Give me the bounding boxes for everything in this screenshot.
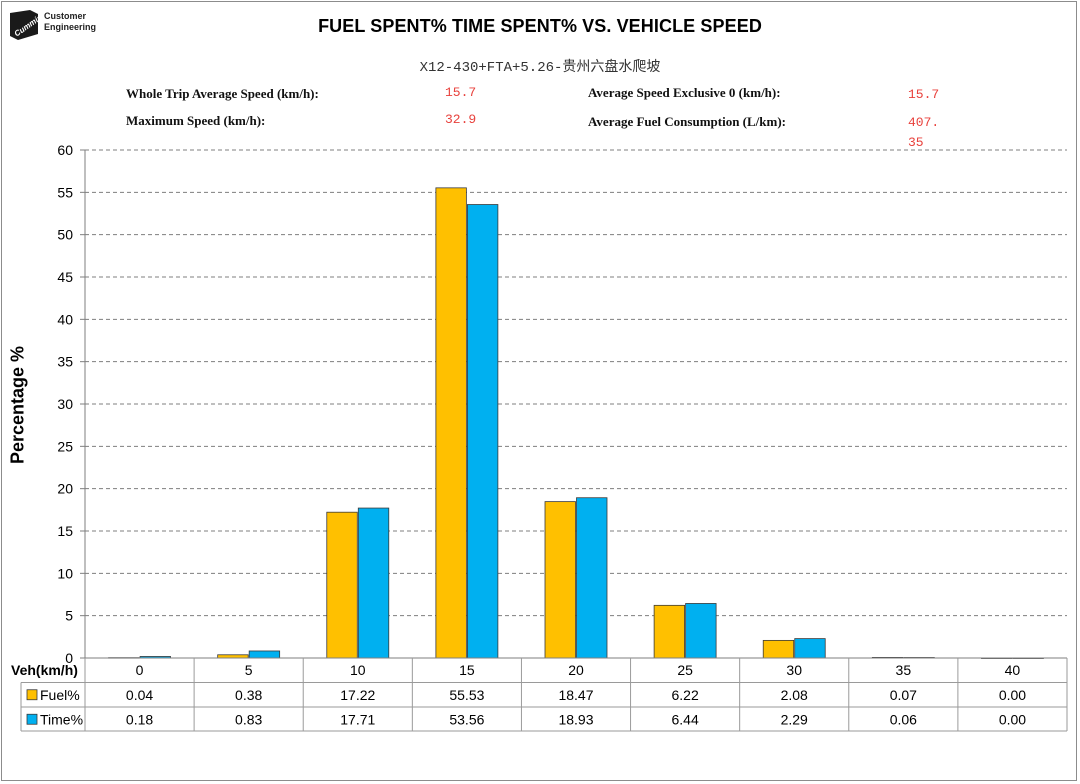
x-tick-label: 25	[677, 662, 693, 678]
chart-title: FUEL SPENT% TIME SPENT% VS. VEHICLE SPEE…	[318, 16, 762, 36]
data-label: 0.04	[126, 687, 153, 703]
time-bar	[685, 603, 717, 659]
data-label: 0.83	[235, 711, 262, 727]
y-tick-label: 20	[57, 481, 73, 497]
x-tick-label: 10	[350, 662, 366, 678]
data-label: 2.29	[781, 711, 808, 727]
fuel-bar	[762, 639, 795, 659]
y-tick-label: 0	[65, 650, 73, 666]
y-tick-label: 40	[57, 311, 73, 327]
avg-fuel-value-line2: 35	[908, 135, 924, 150]
fuel-bar	[653, 604, 686, 659]
data-label: 17.71	[340, 711, 375, 727]
data-label: 53.56	[449, 711, 484, 727]
data-label: 2.08	[781, 687, 808, 703]
y-tick-label: 15	[57, 523, 73, 539]
data-label: 0.06	[890, 711, 917, 727]
data-label: 18.47	[558, 687, 593, 703]
brand-line-2: Engineering	[44, 22, 97, 32]
y-tick-label: 35	[57, 354, 73, 370]
max-speed-label: Maximum Speed (km/h):	[126, 113, 266, 128]
avg-fuel-value-line1: 407.	[908, 115, 940, 130]
x-tick-label: 20	[568, 662, 584, 678]
time-legend-swatch	[26, 713, 38, 725]
data-label: 0.07	[890, 687, 917, 703]
time-bar	[466, 204, 499, 659]
y-tick-label: 5	[65, 608, 73, 624]
y-tick-label: 10	[57, 565, 73, 581]
avg-speed-excl0-value: 15.7	[908, 87, 940, 102]
x-tick-label: 40	[1005, 662, 1021, 678]
time-bar	[357, 507, 390, 659]
time-bar	[794, 638, 826, 659]
data-label: 55.53	[449, 687, 484, 703]
max-speed-value: 32.9	[445, 112, 477, 127]
company-logo: Cummins	[10, 10, 40, 40]
data-label: 6.22	[671, 687, 698, 703]
table-header-label: Veh(km/h)	[11, 662, 78, 678]
x-tick-label: 5	[245, 662, 253, 678]
time-legend-label: Time%	[40, 711, 83, 727]
avg-fuel-label: Average Fuel Consumption (L/km):	[588, 114, 787, 129]
brand-text: Customer Engineering	[44, 11, 96, 33]
data-label: 18.93	[558, 711, 593, 727]
y-tick-label: 25	[57, 438, 73, 454]
x-tick-label: 35	[896, 662, 912, 678]
data-label: 0.00	[999, 687, 1026, 703]
data-label: 0.38	[235, 687, 262, 703]
data-label: 6.44	[671, 711, 698, 727]
x-tick-label: 0	[136, 662, 144, 678]
data-label: 17.22	[340, 687, 375, 703]
time-bar	[248, 650, 281, 659]
y-tick-label: 30	[57, 396, 73, 412]
chart-subtitle: X12-430+FTA+5.26-贵州六盘水爬坡	[419, 60, 661, 76]
data-label: 0.00	[999, 711, 1026, 727]
avg-speed-label: Whole Trip Average Speed (km/h):	[126, 86, 319, 101]
fuel-bar	[544, 501, 576, 659]
x-tick-label: 30	[786, 662, 802, 678]
y-tick-label: 60	[57, 142, 73, 158]
x-tick-label: 15	[459, 662, 475, 678]
fuel-bar	[435, 187, 467, 659]
y-tick-label: 55	[57, 184, 73, 200]
time-bar	[576, 497, 608, 659]
avg-speed-value: 15.7	[445, 85, 477, 100]
fuel-legend-swatch	[26, 689, 38, 701]
y-tick-label: 45	[57, 269, 73, 285]
fuel-legend-label: Fuel%	[40, 687, 80, 703]
fuel-bar	[326, 511, 358, 659]
brand-line-1: Customer	[44, 11, 87, 21]
avg-speed-excl0-label: Average Speed Exclusive 0 (km/h):	[588, 85, 781, 100]
data-label: 0.18	[126, 711, 153, 727]
y-tick-label: 50	[57, 227, 73, 243]
